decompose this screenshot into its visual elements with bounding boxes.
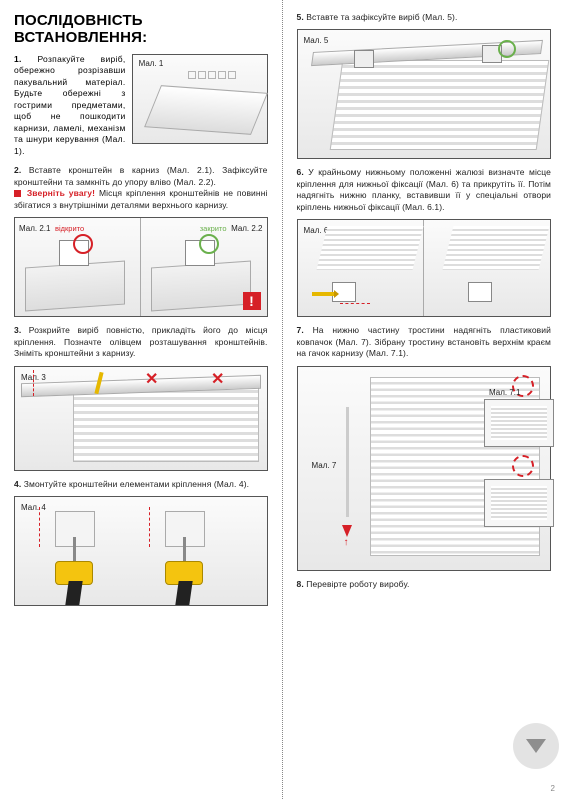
red-circle-dashed-2 (512, 455, 534, 477)
open-label: відкрито (55, 224, 84, 233)
figure-1: Мал. 1 (132, 54, 268, 144)
page-number: 2 (551, 784, 555, 793)
step-5-body: Вставте та зафіксуйте виріб (Мал. 5). (306, 12, 457, 22)
inset-mini (491, 486, 547, 520)
fig61-blinds (443, 226, 550, 270)
figure-4-label: Мал. 4 (21, 503, 46, 512)
figure-5-label: Мал. 5 (304, 36, 329, 45)
step-6-num: 6. (297, 167, 304, 177)
step-1-row: 1. Розпакуйте виріб, обережно розрізавши… (14, 54, 268, 157)
green-circle-icon (498, 40, 516, 58)
fig5-bracket-1 (354, 50, 374, 68)
drill-icon-2 (159, 551, 211, 605)
step-6-body: У крайньому нижньому положенні жалюзі ви… (297, 167, 552, 211)
step-2: 2. Вставте кронштейн в карниз (Мал. 2.1)… (14, 165, 268, 211)
figure-7: ↑ Мал. 7 Мал. 7.1 (297, 366, 552, 571)
step-1-text: 1. Розпакуйте виріб, обережно розрізавши… (14, 54, 126, 157)
red-circle-icon (73, 234, 93, 254)
step-4: 4. Змонтуйте кронштейни елементами кріпл… (14, 479, 268, 490)
fig6-redline (340, 303, 370, 304)
figure-2-1: Мал. 2.1 відкрито (15, 218, 141, 316)
figure-2: Мал. 2.1 відкрито Мал. 2.2 закрито ! (14, 217, 268, 317)
warning-label: Зверніть увагу! (27, 188, 95, 198)
pencil-icon (312, 292, 334, 296)
fig4-redline-b (149, 507, 150, 547)
step-5: 5. Вставте та зафіксуйте виріб (Мал. 5). (297, 12, 552, 23)
figure-71-label: Мал. 7.1 (489, 388, 520, 397)
figure-7-1-inset-a: Мал. 7.1 (484, 399, 554, 447)
figure-4: Мал. 4 (14, 496, 268, 606)
step-5-num: 5. (297, 12, 304, 22)
step-8: 8. Перевірте роботу виробу. (297, 579, 552, 590)
step-4-num: 4. (14, 479, 21, 489)
fig7-wand (346, 407, 349, 517)
figure-2-2: Мал. 2.2 закрито ! (141, 218, 266, 316)
fig3-blinds (73, 385, 259, 462)
step-4-body: Змонтуйте кронштейни елементами кріпленн… (24, 479, 249, 489)
fig22-block (151, 261, 251, 312)
inset-mini (491, 406, 547, 440)
closed-label: закрито (200, 224, 227, 233)
figure-5: Мал. 5 (297, 29, 552, 159)
main-title: ПОСЛІДОВНІСТЬ ВСТАНОВЛЕННЯ: (14, 12, 268, 46)
step-3-body: Розкрийте виріб повністю, прикладіть йог… (14, 325, 268, 358)
fig5-blinds (329, 60, 548, 150)
fig1-cornice (144, 85, 268, 135)
cap-icon (342, 525, 352, 537)
step-7-body: На нижню частину тростини надягніть плас… (297, 325, 552, 358)
right-column: 5. Вставте та зафіксуйте виріб (Мал. 5).… (283, 0, 565, 799)
figure-1-label: Мал. 1 (139, 59, 164, 68)
figure-21-label: Мал. 2.1 (19, 224, 50, 233)
step-1-num: 1. (14, 54, 22, 64)
left-column: ПОСЛІДОВНІСТЬ ВСТАНОВЛЕННЯ: 1. Розпакуйт… (0, 0, 283, 799)
figure-22-label: Мал. 2.2 (231, 224, 262, 233)
fig21-block (25, 261, 125, 312)
fig1-parts (187, 67, 257, 85)
figure-6-left: Мал. 6 (298, 220, 425, 316)
green-circle-icon (199, 234, 219, 254)
step-6: 6. У крайньому нижньому положенні жалюзі… (297, 167, 552, 213)
step-8-body: Перевірте роботу виробу. (306, 579, 409, 589)
figure-3: Мал. 3 ✕ ✕ (14, 366, 268, 471)
step-7-num: 7. (297, 325, 304, 335)
warning-icon (14, 190, 21, 197)
cross-icon-1: ✕ (145, 369, 158, 389)
figure-6-1: Мал. 6.1 (424, 220, 550, 316)
cross-icon-2: ✕ (211, 369, 224, 389)
step-2-body: Вставте кронштейн в карниз (Мал. 2.1). З… (14, 165, 268, 186)
drill-icon-1 (49, 551, 101, 605)
figure-6: Мал. 6 Мал. 6.1 (297, 219, 552, 317)
exclamation-icon: ! (243, 292, 261, 310)
step-7: 7. На нижню частину тростини надягніть п… (297, 325, 552, 359)
figure-7-label: Мал. 7 (312, 461, 337, 470)
step-3-num: 3. (14, 325, 21, 335)
fig6-blinds (316, 226, 423, 270)
step-1-body: Розпакуйте виріб, обережно розрізавши па… (14, 54, 126, 156)
download-watermark-icon (513, 723, 559, 769)
figure-7-1-inset-b (484, 479, 554, 527)
fig3-redline (33, 370, 34, 396)
step-2-num: 2. (14, 165, 21, 175)
fig4-redline-a (39, 507, 40, 547)
step-3: 3. Розкрийте виріб повністю, прикладіть … (14, 325, 268, 359)
step-8-num: 8. (297, 579, 304, 589)
arrow-up-icon: ↑ (344, 537, 349, 548)
fig61-clip (468, 282, 492, 302)
